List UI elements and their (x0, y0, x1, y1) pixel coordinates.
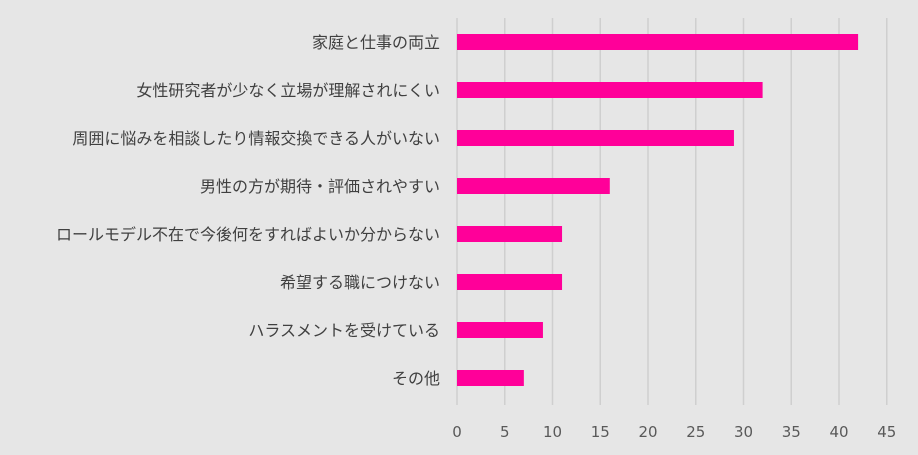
category-labels: 家庭と仕事の両立女性研究者が少なく立場が理解されにくい周囲に悩みを相談したり情報… (56, 33, 440, 388)
category-label: 男性の方が期待・評価されやすい (200, 177, 440, 196)
x-tick-label: 5 (500, 423, 510, 441)
category-label: 周囲に悩みを相談したり情報交換できる人がいない (72, 129, 440, 148)
bar (457, 226, 563, 242)
x-tick-label: 40 (829, 423, 848, 441)
category-label: 女性研究者が少なく立場が理解されにくい (136, 81, 440, 100)
bar (457, 130, 734, 146)
bar (457, 82, 763, 98)
x-tick-label: 15 (591, 423, 610, 441)
x-tick-label: 35 (782, 423, 801, 441)
x-tick-label: 0 (452, 423, 462, 441)
gridlines (456, 18, 888, 405)
bar (457, 178, 610, 194)
x-tick-label: 20 (638, 423, 657, 441)
x-tick-label: 45 (877, 423, 896, 441)
category-label: ハラスメントを受けている (248, 321, 440, 340)
x-tick-label: 25 (686, 423, 705, 441)
x-tick-label: 30 (734, 423, 753, 441)
x-axis-tick-labels: 0 5 10 15 20 25 30 35 40 45 (452, 423, 896, 441)
bar (457, 370, 524, 386)
x-tick-label: 10 (543, 423, 562, 441)
bar (457, 274, 563, 290)
category-label: その他 (392, 369, 440, 388)
category-label: 希望する職につけない (280, 273, 440, 292)
category-label: 家庭と仕事の両立 (312, 33, 440, 52)
category-label: ロールモデル不在で今後何をすればよいか分からない (56, 225, 440, 244)
bar-series (457, 34, 859, 386)
bar (457, 34, 859, 50)
bar (457, 322, 543, 338)
